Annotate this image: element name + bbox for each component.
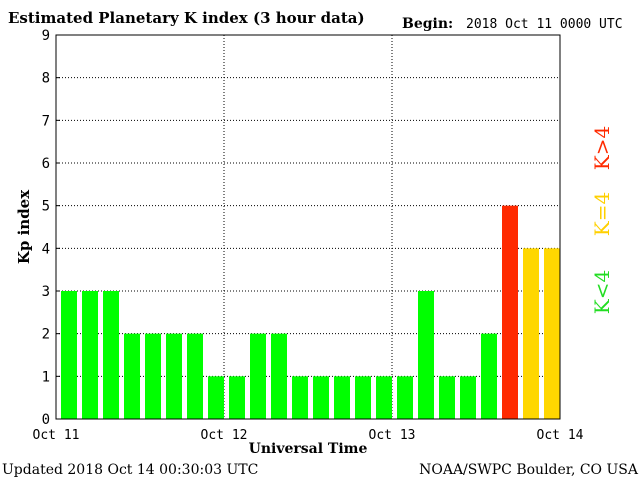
kp-bar — [82, 291, 98, 419]
y-tick-label: 7 — [42, 113, 50, 129]
plot-frame — [55, 34, 561, 420]
chart-title: Estimated Planetary K index (3 hour data… — [8, 9, 365, 27]
legend-k-less-4: K<4 — [590, 270, 614, 314]
kp-bar — [313, 376, 329, 419]
y-tick-label: 6 — [42, 156, 50, 172]
kp-bar — [166, 333, 182, 419]
kp-bar — [208, 376, 224, 419]
y-tick-label: 3 — [42, 284, 50, 300]
x-tick-label: Oct 12 — [201, 428, 248, 443]
x-tick-label: Oct 14 — [537, 428, 584, 443]
y-tick-label: 5 — [42, 199, 50, 215]
y-tick-label: 9 — [42, 28, 50, 44]
begin-label: Begin: — [402, 16, 453, 32]
kp-bar — [502, 205, 518, 419]
kp-bar — [250, 333, 266, 419]
source-text: NOAA/SWPC Boulder, CO USA — [419, 462, 639, 478]
y-tick-label: 4 — [42, 241, 50, 257]
kp-bar — [355, 376, 371, 419]
bars-group — [61, 205, 560, 419]
y-tick-label: 0 — [42, 412, 50, 428]
kp-bar — [397, 376, 413, 419]
kp-bar — [187, 333, 203, 419]
begin-value: 2018 Oct 11 0000 UTC — [466, 17, 623, 32]
kp-bar — [544, 248, 560, 419]
kp-bar — [124, 333, 140, 419]
y-tick-labels: 0 1 2 3 4 5 6 7 8 9 — [42, 28, 60, 428]
x-axis-label: Universal Time — [249, 441, 368, 457]
kp-bar — [481, 333, 497, 419]
kp-bar — [439, 376, 455, 419]
kp-bar — [523, 248, 539, 419]
updated-text: Updated 2018 Oct 14 00:30:03 UTC — [2, 462, 258, 478]
x-tick-label: Oct 13 — [369, 428, 416, 443]
y-tick-label: 2 — [42, 327, 50, 343]
y-tick-label: 8 — [42, 71, 50, 87]
kp-bar — [145, 333, 161, 419]
kp-bar — [292, 376, 308, 419]
kp-bar — [460, 376, 476, 419]
kp-bar — [229, 376, 245, 419]
kp-bar — [103, 291, 119, 419]
y-axis-label: Kp index — [15, 189, 33, 264]
legend-k-equal-4: K=4 — [590, 192, 614, 236]
kp-bar — [334, 376, 350, 419]
legend-k-greater-4: K>4 — [590, 126, 614, 170]
x-tick-labels: Oct 11 Oct 12 Oct 13 Oct 14 — [33, 428, 584, 443]
kp-bar — [61, 291, 77, 419]
kp-bar — [271, 333, 287, 419]
x-tick-label: Oct 11 — [33, 428, 80, 443]
kp-bar — [376, 376, 392, 419]
kp-bar — [418, 291, 434, 419]
y-tick-label: 1 — [42, 369, 50, 385]
